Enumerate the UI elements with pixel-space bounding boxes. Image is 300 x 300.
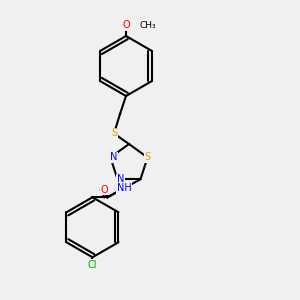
Text: Cl: Cl	[88, 260, 97, 270]
Text: S: S	[145, 152, 151, 163]
Text: O: O	[100, 185, 108, 195]
Text: CH₃: CH₃	[140, 21, 156, 30]
Text: N: N	[110, 152, 117, 163]
Text: NH: NH	[117, 183, 131, 193]
Text: N: N	[117, 174, 124, 184]
Text: S: S	[111, 128, 117, 139]
Text: O: O	[122, 20, 130, 31]
